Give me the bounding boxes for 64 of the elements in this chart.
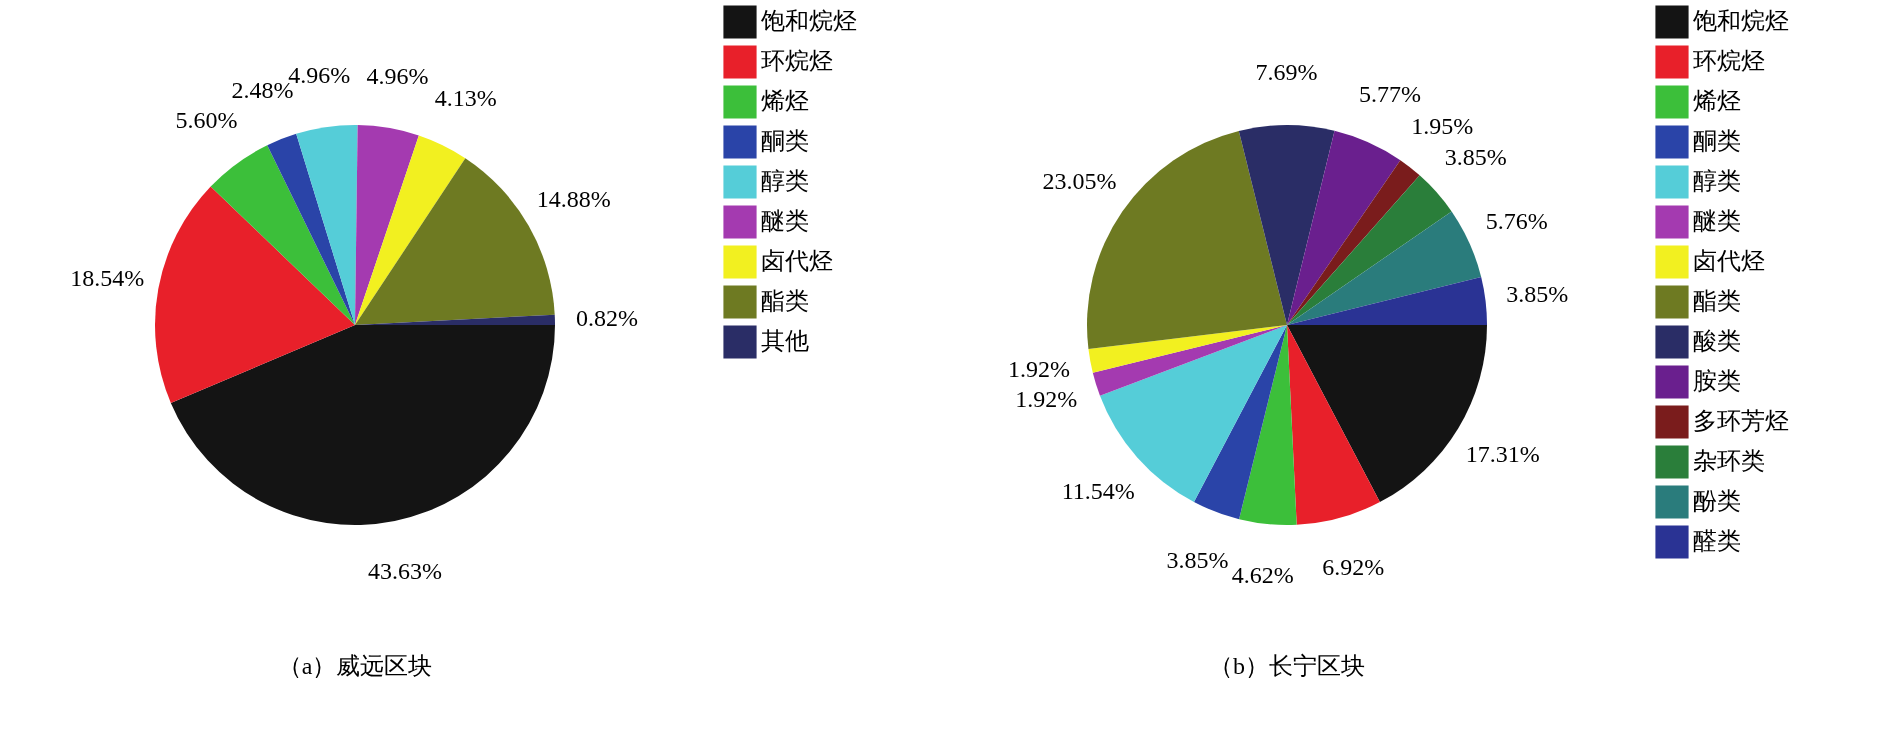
legend-label: 卤代烃 bbox=[1693, 248, 1765, 274]
pie-slice bbox=[355, 125, 419, 325]
legend-label: 卤代烃 bbox=[761, 248, 833, 274]
pie-slice bbox=[355, 135, 466, 325]
data-label: 5.77% bbox=[1359, 81, 1422, 108]
legend-label: 酯类 bbox=[1693, 288, 1741, 314]
data-label: 4.96% bbox=[366, 62, 429, 89]
legend-label: 其他 bbox=[761, 328, 809, 354]
pie-slice bbox=[1239, 325, 1297, 525]
data-label: 18.54% bbox=[70, 265, 145, 292]
legend-label: 环烷烃 bbox=[761, 48, 833, 74]
data-label: 23.05% bbox=[1042, 167, 1117, 194]
legend-label: 酮类 bbox=[761, 128, 809, 154]
data-label: 43.63% bbox=[368, 557, 443, 584]
legend-label: 饱和烷烃 bbox=[760, 8, 857, 34]
legend-label: 醚类 bbox=[761, 208, 809, 234]
data-label: 4.62% bbox=[1231, 561, 1294, 588]
pie-slice bbox=[1238, 125, 1335, 325]
legend-label: 杂环类 bbox=[1693, 448, 1765, 474]
pie-slice bbox=[170, 325, 555, 525]
pie-slice bbox=[1088, 325, 1287, 373]
data-label: 1.92% bbox=[1015, 385, 1078, 412]
data-label: 1.92% bbox=[1008, 356, 1071, 383]
pie-slice bbox=[1287, 325, 1380, 525]
pie-slice bbox=[296, 125, 358, 325]
legend-label: 醛类 bbox=[1693, 528, 1741, 554]
legend-label: 胺类 bbox=[1693, 368, 1741, 394]
legend-label: 醇类 bbox=[1693, 168, 1741, 194]
legend-label: 环烷烃 bbox=[1693, 48, 1765, 74]
data-label: 11.54% bbox=[1061, 478, 1135, 505]
data-label: 3.85% bbox=[1166, 546, 1229, 573]
pie-slice bbox=[1287, 130, 1401, 325]
data-label: 0.82% bbox=[575, 304, 638, 331]
pie-slice bbox=[267, 133, 355, 325]
legend-label: 醚类 bbox=[1693, 208, 1741, 234]
pie-slice bbox=[1193, 325, 1287, 520]
legend-label: 多环芳烃 bbox=[1693, 408, 1789, 434]
legend-label: 烯烃 bbox=[1693, 88, 1741, 114]
pie-slice bbox=[155, 186, 355, 403]
pie-slice bbox=[1287, 175, 1452, 325]
data-label: 4.13% bbox=[434, 84, 497, 111]
data-label: 3.85% bbox=[1506, 280, 1569, 307]
text: （a）威远区块 bbox=[277, 653, 433, 679]
data-label: 14.88% bbox=[536, 186, 611, 213]
data-label: 3.85% bbox=[1444, 143, 1507, 170]
legend-label: 酚类 bbox=[1693, 488, 1741, 514]
pie-slice bbox=[1287, 160, 1420, 325]
legend-label: 酮类 bbox=[1693, 128, 1741, 154]
data-label: 5.60% bbox=[175, 107, 238, 134]
pie-slice bbox=[1287, 211, 1482, 325]
data-label: 5.76% bbox=[1485, 207, 1548, 234]
data-label: 7.69% bbox=[1255, 59, 1318, 85]
legend-label: 饱和烷烃 bbox=[1692, 8, 1789, 34]
data-label: 17.31% bbox=[1465, 441, 1540, 468]
legend-label: 烯烃 bbox=[761, 88, 809, 114]
pie-slice bbox=[1287, 277, 1487, 325]
pie-slice bbox=[210, 145, 355, 325]
legend-label: 酯类 bbox=[761, 288, 809, 314]
legend-label: 醇类 bbox=[761, 168, 809, 194]
data-label: 1.95% bbox=[1411, 112, 1474, 139]
text: （b）长宁区块 bbox=[1209, 653, 1365, 679]
data-label: 6.92% bbox=[1322, 554, 1385, 581]
pie-slice bbox=[1092, 325, 1287, 396]
legend-label: 酸类 bbox=[1693, 328, 1741, 354]
